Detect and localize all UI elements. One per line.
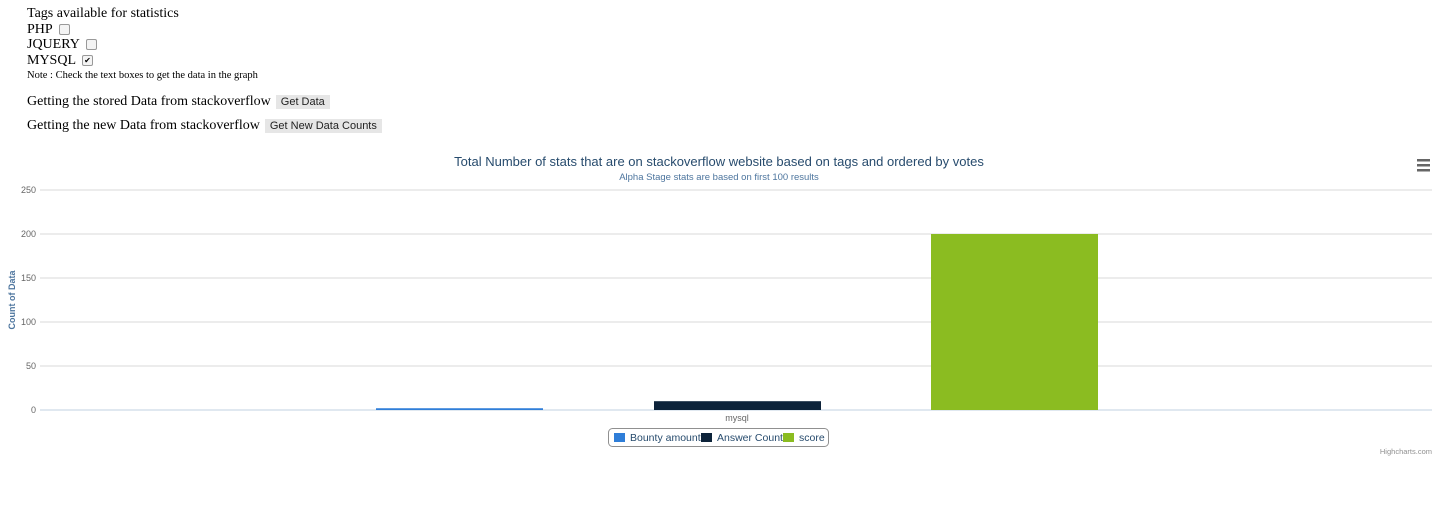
chart-title: Total Number of stats that are on stacko…	[454, 154, 984, 169]
chart: Total Number of stats that are on stacko…	[7, 154, 1432, 456]
x-tick-label: mysql	[725, 413, 749, 423]
tag-checkbox[interactable]	[85, 39, 97, 51]
stored-data-label: Getting the stored Data from stackoverfl…	[27, 94, 271, 109]
get-new-data-counts-button[interactable]: Get New Data Counts	[264, 119, 382, 133]
tag-form: Tags available for statistics PHP JQUERY M…	[27, 6, 258, 84]
legend-item: Bounty amount	[630, 432, 701, 444]
tags-heading: Tags available for statistics	[27, 6, 179, 21]
y-tick-label: 200	[21, 229, 36, 239]
y-tick-label: 250	[21, 185, 36, 195]
tag-label: JQUERY	[27, 37, 80, 52]
bar-answer-count	[654, 401, 821, 410]
get-data-button[interactable]: Get Data	[275, 95, 330, 109]
hamburger-menu-icon	[1417, 159, 1430, 162]
tag-option-mysql: MYSQL ✔	[27, 53, 258, 69]
note-text: Note : Check the text boxes to get the d…	[27, 70, 258, 81]
y-tick-label: 0	[31, 405, 36, 415]
tag-option-php: PHP	[27, 22, 258, 38]
legend-item: Answer Count	[717, 432, 783, 444]
legend-box	[608, 428, 829, 447]
new-data-label: Getting the new Data from stackoverflow	[27, 118, 260, 133]
tag-label: PHP	[27, 21, 53, 37]
credits-link: Highcharts.com	[1380, 447, 1432, 456]
bar-score	[931, 234, 1098, 410]
bar-bounty-amount	[376, 408, 543, 410]
chart-subtitle: Alpha Stage stats are based on first 100…	[619, 172, 819, 183]
y-tick-label: 100	[21, 317, 36, 327]
tag-checkbox[interactable]	[58, 23, 70, 35]
tag-option-jquery: JQUERY	[27, 37, 258, 53]
legend-swatch	[614, 433, 625, 442]
hamburger-menu-icon	[1417, 169, 1430, 172]
y-tick-label: 50	[26, 361, 36, 371]
legend-swatch	[701, 433, 712, 442]
y-axis-label: Count of Data	[7, 270, 17, 330]
legend-swatch	[783, 433, 794, 442]
stored-data-row: Getting the stored Data from stackoverfl…	[27, 94, 330, 110]
tag-label: MYSQL	[27, 52, 77, 68]
hamburger-menu-icon	[1417, 164, 1430, 167]
legend-item: score	[799, 432, 825, 444]
tag-checkbox[interactable]: ✔	[82, 54, 94, 66]
y-tick-label: 150	[21, 273, 36, 283]
new-data-row: Getting the new Data from stackoverflow …	[27, 118, 382, 134]
